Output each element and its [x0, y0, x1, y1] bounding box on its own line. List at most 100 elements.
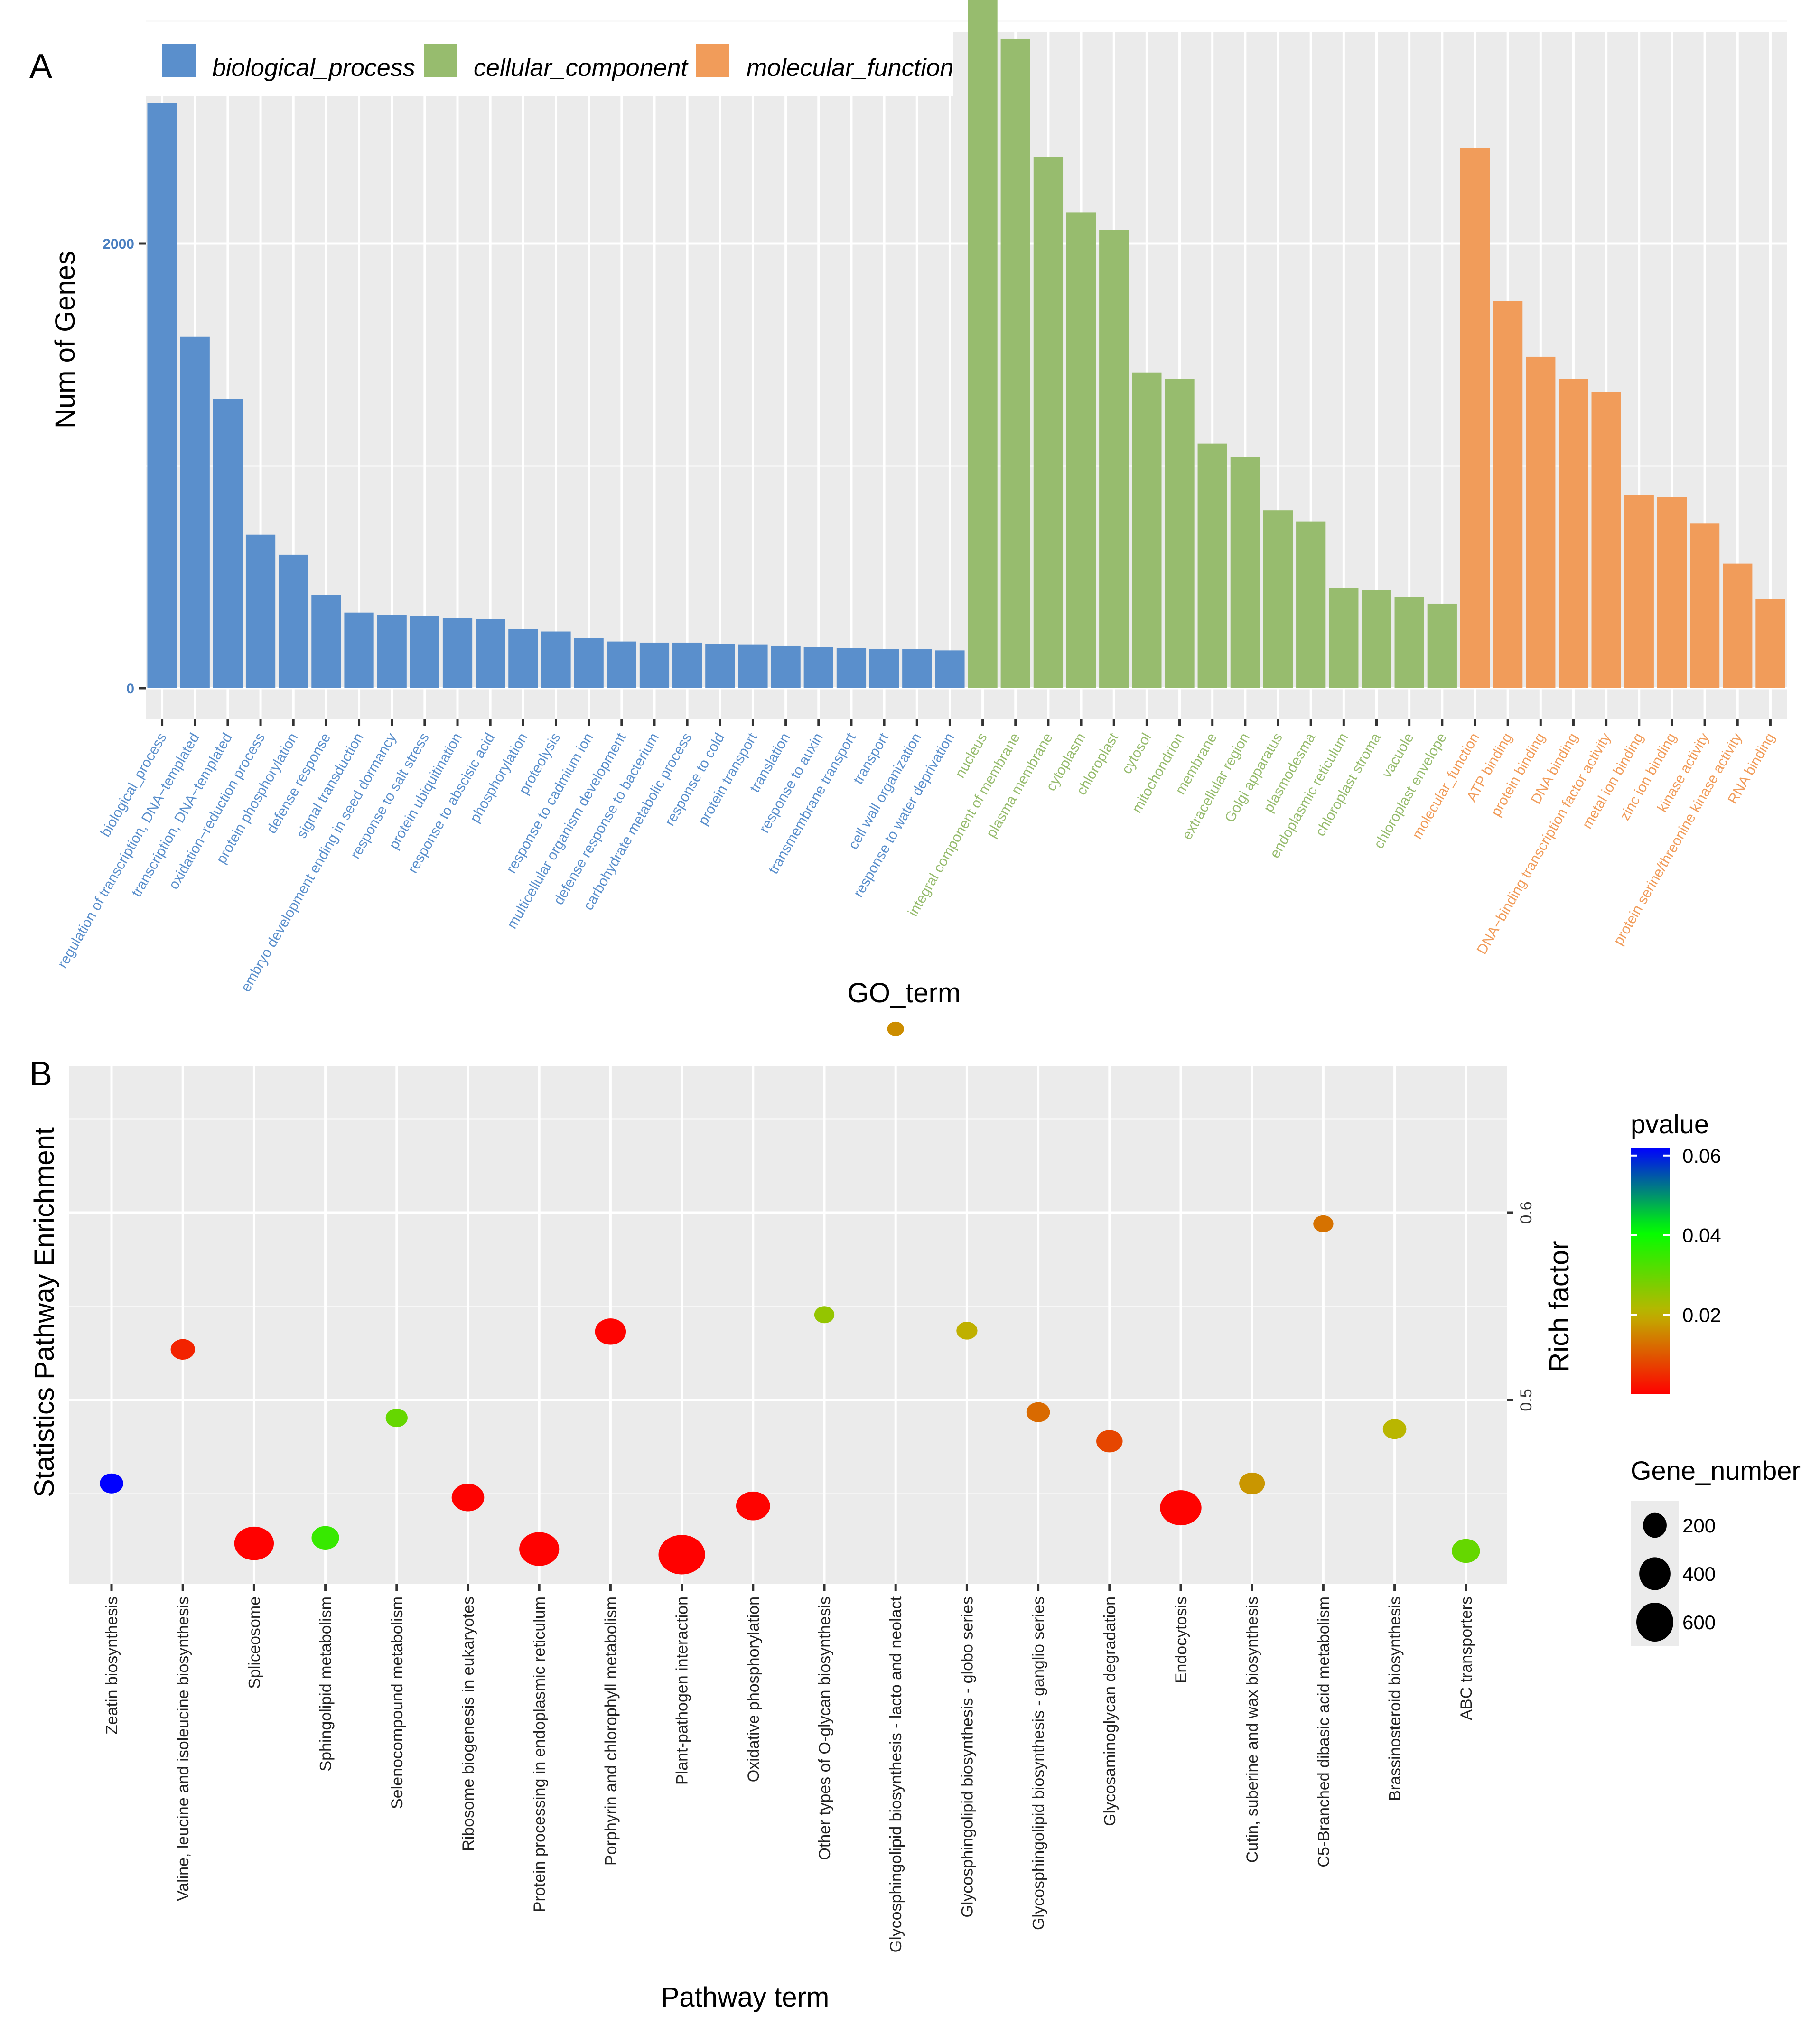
point-zeatin-biosynthesis [100, 1473, 123, 1494]
bar-atp-binding [1493, 301, 1523, 688]
bar-membrane [1197, 443, 1227, 688]
bar-integral-component-of-membrane [1000, 38, 1030, 689]
bar-defense-response-to-bacterium [639, 642, 670, 688]
bar-chloroplast-envelope [1427, 603, 1457, 688]
x-label-selenocompound-metabolism: Selenocompound metabolism [388, 1596, 406, 1809]
legend-swatch-cellular-component [424, 44, 457, 77]
legend-label-cellular-component: cellular_component [474, 54, 689, 82]
panel-b-points [100, 1021, 1480, 1575]
x-label-glycosphingolipid-biosynthesis-lacto-and-neolact: Glycosphingolipid biosynthesis - lacto a… [887, 1596, 905, 1952]
gene-number-legend-label: 200 [1682, 1514, 1716, 1537]
bar-response-to-auxin [803, 647, 833, 688]
x-label-zeatin-biosynthesis: Zeatin biosynthesis [103, 1596, 121, 1735]
x-label-glycosphingolipid-biosynthesis-ganglio-series: Glycosphingolipid biosynthesis - ganglio… [1030, 1596, 1048, 1930]
x-label-endocytosis: Endocytosis [1172, 1596, 1190, 1683]
x-label-oxidative-phosphorylation: Oxidative phosphorylation [745, 1596, 763, 1782]
panel-b-letter: B [29, 1055, 52, 1093]
x-label-c5-branched-dibasic-acid-metabolism: C5-Branched dibasic acid metabolism [1315, 1596, 1333, 1867]
gene-number-legend-items: 200 400 600 [1636, 1512, 1716, 1642]
bar-golgi-apparatus [1263, 510, 1293, 688]
x-label-protein-transport: protein transport [695, 730, 761, 828]
bar-dna-binding [1559, 379, 1588, 688]
bar-response-to-cadmium-ion [574, 638, 604, 688]
bar-molecular-function [1460, 148, 1490, 688]
point-endocytosis [1160, 1490, 1202, 1526]
bar-mitochondrion [1165, 379, 1195, 688]
panel-b-right-y-ticks: 0.5 0.6 [1507, 1201, 1535, 1411]
x-label-valine-leucine-and-isoleucine-biosynthesis: Valine, leucine and isoleucine biosynthe… [174, 1596, 192, 1901]
bar-cytosol [1132, 372, 1162, 688]
panel-a-bars [147, 0, 1785, 689]
bar-protein-serine-threonine-kinase-activity [1723, 563, 1753, 688]
gene-number-legend-label: 400 [1682, 1563, 1716, 1585]
bar-defense-response [311, 595, 341, 688]
colorbar-tick-label: 0.02 [1682, 1304, 1721, 1326]
point-porphyrin-and-chlorophyll-metabolism [595, 1318, 626, 1345]
x-label-porphyrin-and-chlorophyll-metabolism: Porphyrin and chlorophyll metabolism [602, 1596, 620, 1866]
gene-number-legend-title: Gene_number [1631, 1456, 1801, 1485]
panel-a-y-tick-label: 0 [126, 681, 134, 697]
point-brassinosteroid-biosynthesis [1382, 1419, 1407, 1439]
point-valine-leucine-and-isoleucine-biosynthesis [170, 1339, 195, 1360]
gene-number-legend-dot [1636, 1602, 1673, 1642]
bar-multicellular-organism-development [607, 641, 636, 688]
bar-phosphorylation [508, 629, 538, 688]
pvalue-colorbar-ticks: 0.06 0.04 0.02 [1631, 1145, 1721, 1326]
bar-dna-binding-transcription-factor-activity [1591, 392, 1621, 688]
bar-cell-wall-organization [902, 649, 932, 688]
bar-embryo-development-ending-in-seed-dormancy [377, 615, 407, 688]
point-glycosphingolipid-biosynthesis-ganglio-series [1026, 1402, 1050, 1422]
bar-carbohydrate-metabolic-process [672, 642, 702, 688]
point-other-types-of-o-glycan-biosynthesis [814, 1306, 835, 1324]
panel-b-right-y-tick-label: 0.5 [1517, 1389, 1535, 1411]
gene-number-legend-label: 600 [1682, 1611, 1716, 1634]
x-label-spliceosome: Spliceosome [245, 1596, 263, 1689]
point-abc-transporters [1452, 1539, 1480, 1563]
x-label-cytosol: cytosol [1119, 730, 1154, 776]
bar-response-to-salt-stress [410, 616, 439, 688]
panel-b-x-tick-labels: Zeatin biosynthesis Valine, leucine and i… [103, 1596, 1475, 1952]
bar-response-to-abscisic-acid [476, 619, 505, 688]
panel-a-letter: A [29, 47, 52, 85]
x-label-other-types-of-o-glycan-biosynthesis: Other types of O-glycan biosynthesis [816, 1596, 834, 1860]
bar-nucleus [968, 0, 998, 688]
panel-a-legend-background [144, 32, 953, 96]
x-label-plant-pathogen-interaction: Plant-pathogen interaction [673, 1596, 691, 1785]
point-sphingolipid-metabolism [311, 1526, 339, 1550]
x-label-ribosome-biogenesis-in-eukaryotes: Ribosome biogenesis in eukaryotes [459, 1596, 477, 1851]
colorbar-tick-label: 0.06 [1682, 1145, 1721, 1167]
bar-protein-ubiquitination [442, 618, 473, 688]
x-label-abc-transporters: ABC transporters [1457, 1596, 1475, 1720]
bar-vacuole [1394, 597, 1424, 688]
x-label-brassinosteroid-biosynthesis: Brassinosteroid biosynthesis [1386, 1596, 1404, 1801]
x-label-glycosphingolipid-biosynthesis-globo-series: Glycosphingolipid biosynthesis - globo s… [958, 1596, 976, 1918]
bar-response-to-cold [705, 644, 735, 688]
panel-a-y-ticks: 020004000 [103, 236, 146, 697]
panel-b-x-ticks [110, 1584, 1467, 1591]
x-label-embryo-development-ending-in-seed-dormancy: embryo development ending in seed dorman… [238, 730, 399, 995]
panel-b-kegg-dot-plot: Zeatin biosynthesis Valine, leucine and i… [29, 1021, 1801, 2013]
point-glycosphingolipid-biosynthesis-globo-series [956, 1322, 978, 1340]
bar-plasmodesma [1296, 521, 1326, 688]
x-label-cutin-suberine-and-wax-biosynthesis: Cutin, suberine and wax biosynthesis [1243, 1596, 1261, 1863]
panel-a-x-ticks [161, 719, 1772, 726]
bar-zinc-ion-binding [1657, 497, 1687, 688]
bar-extracellular-region [1230, 457, 1260, 688]
point-selenocompound-metabolism [385, 1408, 408, 1428]
panel-a-x-axis-title: GO_term [848, 978, 961, 1008]
legend-label-biological-process: biological_process [212, 54, 415, 82]
bar-protein-phosphorylation [279, 554, 308, 688]
point-ribosome-biogenesis-in-eukaryotes [451, 1484, 485, 1512]
panel-b-legend: pvalue 0.06 0.04 0.02 Gene_number 200 400 60… [1631, 1109, 1801, 1646]
point-cutin-suberine-and-wax-biosynthesis [1239, 1472, 1265, 1494]
bar-chloroplast [1099, 230, 1129, 688]
bar-protein-binding [1526, 356, 1556, 688]
bar-response-to-water-deprivation [935, 650, 965, 688]
point-oxidative-phosphorylation [736, 1491, 770, 1521]
bar-transport [869, 649, 899, 688]
panel-b-right-axis-title: Rich factor [1544, 1241, 1575, 1372]
bar-rna-binding [1755, 599, 1785, 688]
